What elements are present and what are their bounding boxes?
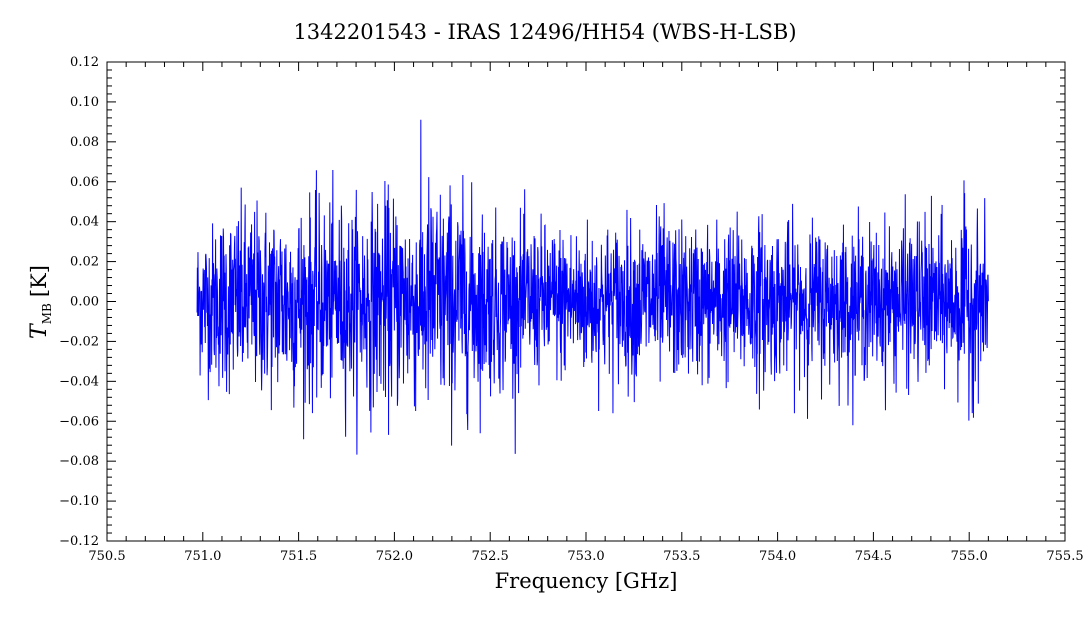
svg-text:TMB[K]: TMB [K] [27,265,54,339]
x-axis-label: Frequency [GHz] [495,569,678,593]
y-tick-label: 0.00 [70,295,99,310]
y-tick-label: 0.02 [70,255,99,270]
x-tick-label: 754.5 [855,549,892,564]
spectrum-line [196,119,989,455]
y-axis-symbol: T [27,322,52,339]
spectrum-series [196,119,989,455]
y-tick-label: 0.04 [70,215,99,230]
y-tick-label: −0.08 [59,454,99,469]
x-tick-label: 755.5 [1046,549,1083,564]
y-tick-label: −0.06 [59,414,99,429]
y-tick-label: 0.08 [70,135,99,150]
axis-ticks [106,61,1066,542]
y-tick-label: −0.04 [59,374,99,389]
y-axis-subscript: MB [40,303,54,324]
y-tick-label: 0.10 [70,95,99,110]
y-tick-label: 0.12 [70,55,99,70]
y-axis-unit: [K] [27,265,51,297]
x-tick-label: 751.5 [280,549,317,564]
x-tick-label: 754.0 [759,549,796,564]
x-tick-label: 753.0 [567,549,604,564]
x-tick-label: 752.0 [376,549,413,564]
x-tick-labels: 750.5 751.0 751.5 752.0 752.5 753.0 753.5 754.0… [88,549,1083,564]
y-tick-label: −0.12 [59,534,99,549]
y-tick-label: 0.06 [70,175,99,190]
x-tick-label: 751.0 [184,549,221,564]
y-tick-label: −0.02 [59,334,99,349]
x-tick-label: 750.5 [88,549,125,564]
y-tick-labels: 0.12 0.10 0.08 0.06 0.04 0.02 0.00 −0.02 −0.04 −0… [59,55,99,549]
x-tick-label: 752.5 [472,549,509,564]
y-axis-label: TMB [K] [27,265,54,339]
x-tick-label: 753.5 [663,549,700,564]
y-tick-label: −0.10 [59,494,99,509]
chart-title: 1342201543 - IRAS 12496/HH54 (WBS-H-LSB) [293,20,796,44]
x-tick-label: 755.0 [951,549,988,564]
